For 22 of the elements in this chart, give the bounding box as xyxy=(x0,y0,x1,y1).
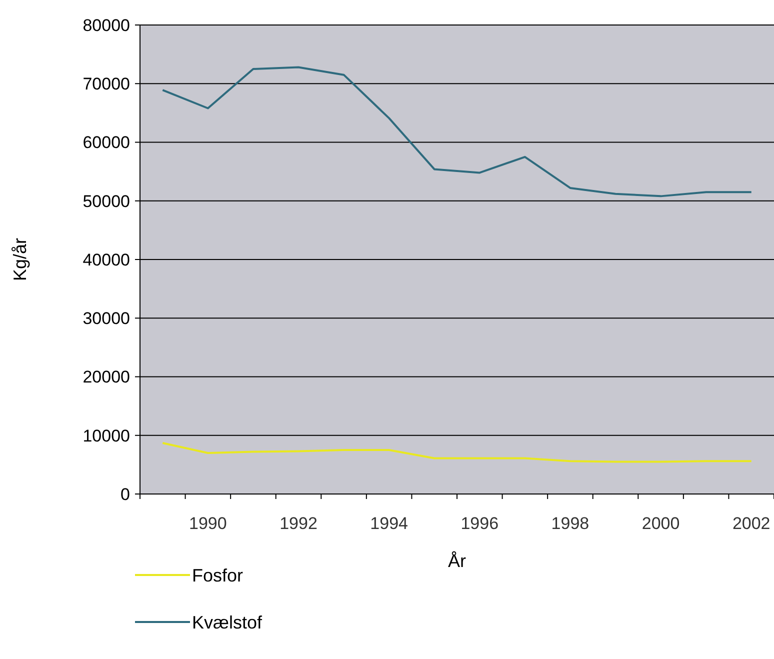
legend-label: Kvælstof xyxy=(192,612,264,632)
y-tick-label: 30000 xyxy=(82,309,130,328)
y-tick-label: 40000 xyxy=(82,250,130,270)
legend-label: Fosfor xyxy=(192,565,244,586)
x-tick-label: 2002 xyxy=(732,514,770,533)
y-tick-label: 60000 xyxy=(82,133,130,152)
y-tick-label: 20000 xyxy=(82,368,130,387)
y-axis-title: Kg/år xyxy=(10,238,30,282)
y-tick-label: 10000 xyxy=(82,426,130,446)
x-tick-label: 1996 xyxy=(460,514,499,533)
x-tick-label: 2000 xyxy=(642,514,680,533)
x-tick-label: 1998 xyxy=(551,514,590,533)
y-tick-label: 0 xyxy=(120,484,130,504)
y-tick-label: 70000 xyxy=(82,74,130,94)
x-axis-title: År xyxy=(448,551,466,571)
line-series xyxy=(162,66,752,198)
y-tick-label: 80000 xyxy=(82,16,130,35)
x-tick-label: 1992 xyxy=(280,514,318,533)
y-tick-label: 50000 xyxy=(82,192,130,211)
x-tick-label: 1990 xyxy=(189,514,227,533)
line-series xyxy=(162,442,752,463)
x-tick-label: 1994 xyxy=(370,514,408,533)
